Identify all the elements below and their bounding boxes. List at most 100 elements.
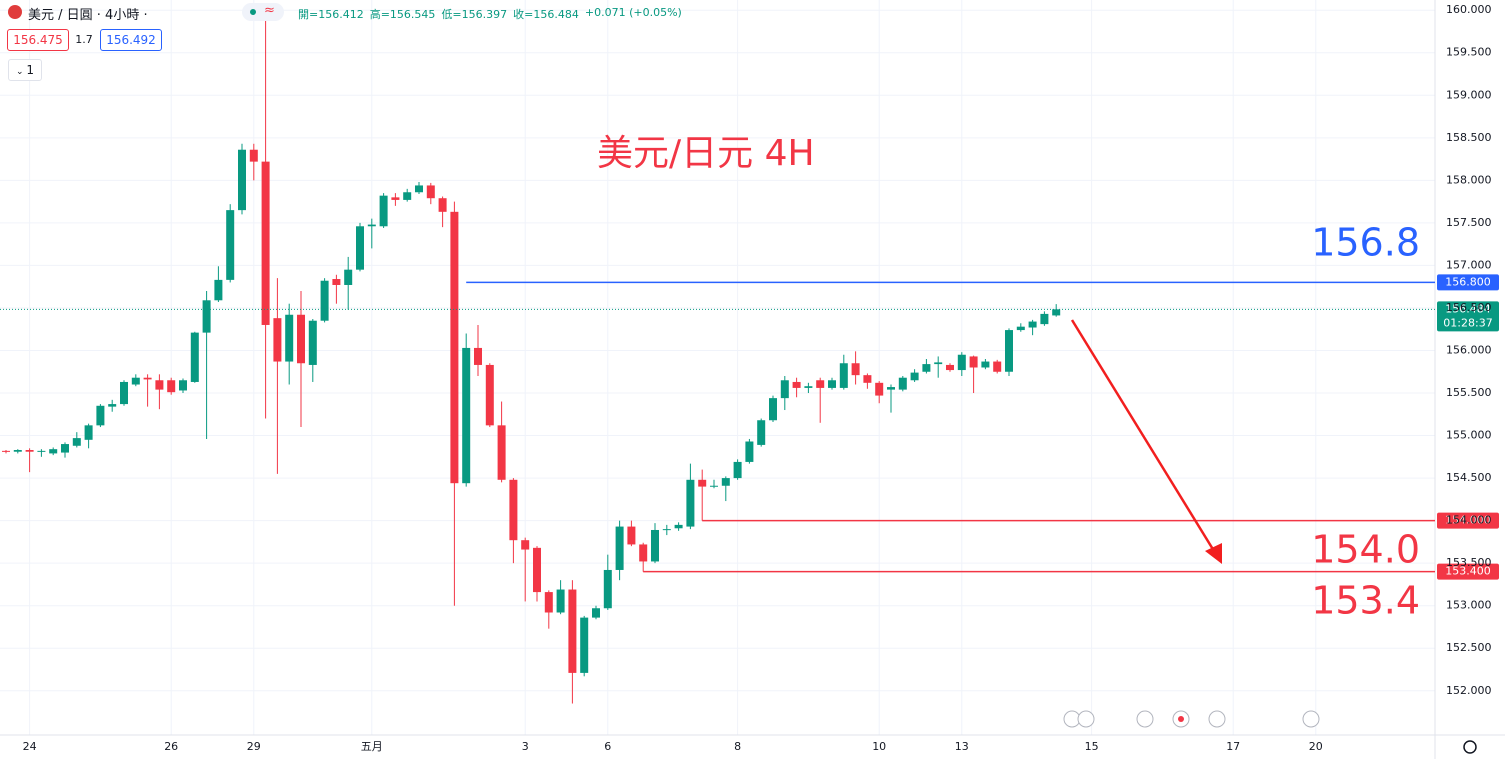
candle-body	[804, 386, 813, 388]
event-icon[interactable]	[1208, 710, 1226, 728]
candle-body	[320, 280, 329, 321]
candle-body	[710, 485, 718, 487]
candle-body	[828, 380, 836, 388]
grid	[0, 0, 1435, 735]
ohlc-item: 收=156.484	[513, 8, 579, 21]
x-tick-label: 8	[734, 740, 741, 753]
symbol-icon	[8, 5, 22, 19]
axis-label-box	[1437, 512, 1499, 529]
event-icon[interactable]	[1302, 710, 1320, 728]
candle-body	[509, 479, 518, 541]
candle-body	[922, 364, 931, 372]
candle-body	[556, 589, 565, 613]
event-flags	[1063, 710, 1320, 728]
candle-body	[261, 161, 270, 325]
y-tick-label: 158.500	[1446, 131, 1492, 144]
symbol[interactable]: 美元 / 日圓 · 4小時 ·	[28, 8, 148, 23]
candle-body	[615, 526, 624, 570]
ohlc-item: +0.071 (+0.05%)	[584, 6, 682, 19]
x-tick-label: 15	[1085, 740, 1099, 753]
y-tick-label: 157.000	[1446, 258, 1492, 271]
axis-label: 154.000	[1445, 514, 1491, 527]
candle-body	[1016, 326, 1025, 331]
candle-body	[49, 449, 58, 454]
candle-body	[403, 192, 412, 200]
event-icon[interactable]	[1136, 710, 1154, 728]
candle-body	[733, 461, 742, 479]
candle-body	[96, 405, 105, 426]
x-tick-label: 13	[955, 740, 969, 753]
candle-body	[757, 420, 766, 445]
ohlc-item: 開=156.412	[298, 8, 364, 21]
candle-body	[202, 300, 211, 333]
event-dot	[1178, 716, 1184, 722]
y-tick-label: 154.500	[1446, 471, 1492, 484]
candle-body	[72, 438, 81, 446]
candle-body	[143, 377, 152, 380]
candle-body	[273, 318, 282, 362]
candle-body	[438, 198, 447, 212]
x-tick-label: 20	[1309, 740, 1323, 753]
candle-body	[367, 224, 376, 227]
y-tick-label: 156.500	[1446, 301, 1492, 314]
candle-body	[2, 450, 10, 452]
level-annotation: 154.0	[1311, 528, 1420, 572]
axis-label-box	[1437, 563, 1499, 580]
candle-body	[592, 608, 600, 618]
candle-body	[686, 479, 695, 527]
candle-body	[639, 544, 648, 562]
indicators-toggle[interactable]: ⌄ 1	[8, 59, 42, 81]
x-tick-label: 26	[164, 740, 178, 753]
candle-body	[816, 380, 825, 388]
candle-body	[934, 362, 943, 365]
settings-icon[interactable]	[1463, 740, 1477, 754]
last-price-label: 156.484	[1445, 302, 1491, 315]
countdown: 01:28:37	[1443, 316, 1492, 329]
ohlc-item: 高=156.545	[369, 8, 436, 21]
y-tick-label: 154.000	[1446, 514, 1492, 527]
chart-title: 美元/日元 4H	[597, 133, 815, 174]
candle-body	[379, 195, 388, 227]
candle-body	[1040, 313, 1049, 325]
candle-body	[981, 361, 990, 368]
candle-body	[214, 279, 223, 301]
x-tick-label: 10	[872, 740, 886, 753]
buy-price[interactable]: 156.492	[100, 29, 162, 51]
candle-body	[120, 381, 128, 405]
y-tick-label: 159.000	[1446, 88, 1492, 101]
candle-body	[780, 380, 789, 399]
sell-price[interactable]: 156.475	[7, 29, 69, 51]
candle-body	[61, 444, 69, 453]
candle-body	[25, 450, 34, 452]
candle-body	[226, 210, 235, 280]
candle-body	[721, 478, 730, 486]
event-icon[interactable]	[1077, 710, 1095, 728]
overlay: 156.8 156.800 154.0 154.000 153.4 153.400 156.…	[0, 221, 1499, 623]
ohlc: 開=156.412 高=156.545 低=156.397 收=156.484 +0.0…	[298, 6, 682, 22]
candle-body	[108, 404, 117, 407]
level-annotation: 156.8	[1311, 221, 1420, 265]
candle-body	[544, 592, 553, 613]
candle-body	[84, 425, 93, 440]
candle-body	[910, 372, 919, 381]
candle-body	[332, 279, 341, 285]
y-tick-label: 157.500	[1446, 216, 1492, 229]
candle-body	[450, 211, 459, 484]
y-tick-label: 156.000	[1446, 343, 1492, 356]
market-status[interactable]: ≈	[242, 3, 284, 21]
arrow-head	[1205, 543, 1222, 564]
candle-body	[344, 269, 353, 285]
axis-label-box	[1437, 274, 1499, 291]
candle-body	[792, 381, 801, 388]
candle-body	[851, 363, 860, 376]
candle-body	[993, 361, 1002, 372]
candle-body	[1005, 330, 1013, 372]
candle-body	[238, 149, 246, 211]
candle-body	[863, 375, 872, 383]
candle-body	[875, 382, 884, 396]
candle-body	[946, 364, 954, 371]
candle-body	[285, 314, 294, 362]
candle-body	[497, 425, 506, 480]
candle-body	[485, 364, 494, 426]
